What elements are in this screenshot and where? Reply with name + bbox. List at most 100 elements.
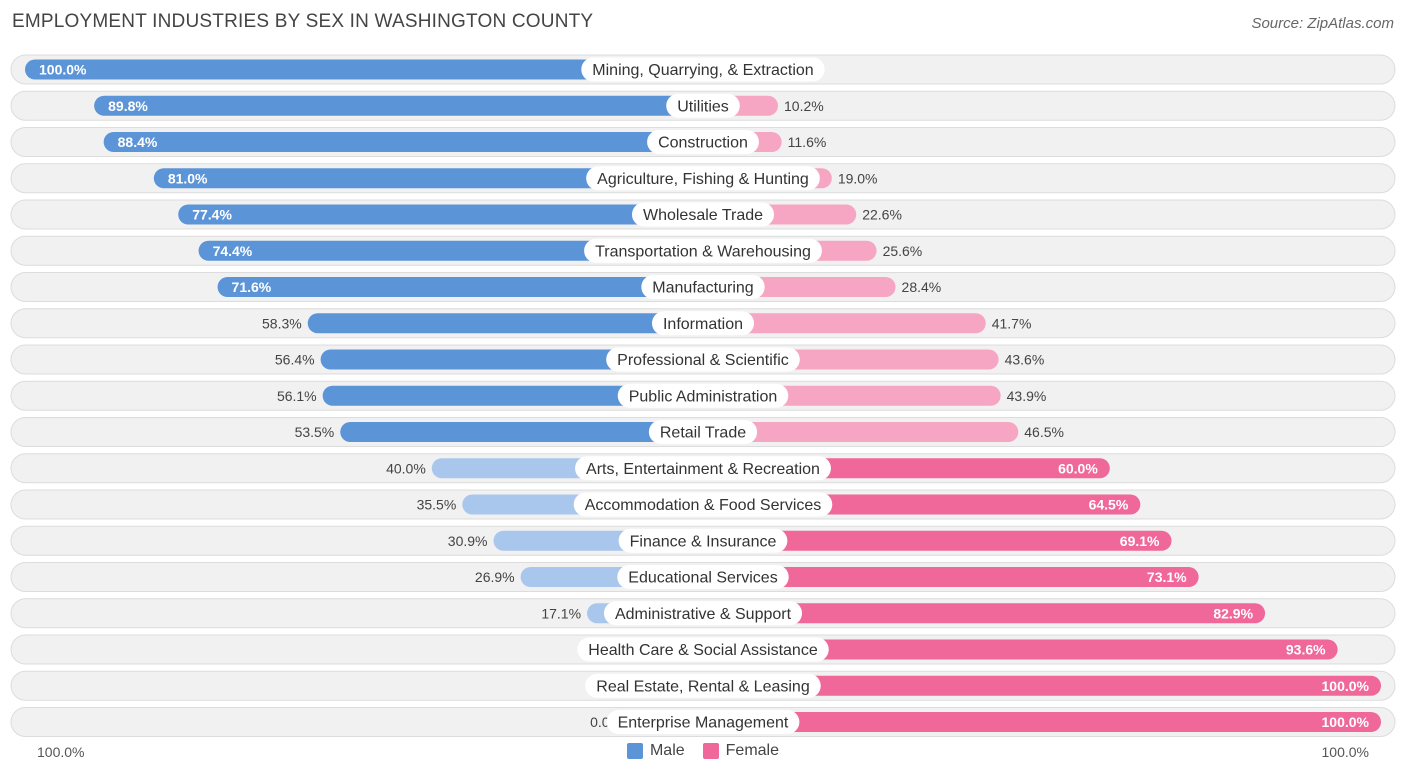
category-label: Public Administration (629, 388, 778, 405)
legend: Male Female (0, 742, 1406, 760)
value-label-female: 11.6% (788, 134, 827, 150)
axis-left-label: 100.0% (37, 744, 85, 760)
chart-row: 0.0%100.0%Real Estate, Rental & Leasing (10, 670, 1396, 701)
value-label-male: 74.4% (213, 243, 253, 259)
category-label-pill (603, 601, 803, 626)
value-label-male: 100.0% (39, 62, 87, 78)
category-label: Utilities (677, 98, 729, 115)
chart-row: 74.4% 25.6% Transportation & Warehousing (10, 235, 1396, 266)
value-label-male: 26.9% (475, 569, 515, 585)
chart-row: 81.0% 19.0% Agriculture, Fishing & Hunting (10, 163, 1396, 194)
chart-row: 26.9% 73.1% Educational Services (10, 562, 1396, 592)
chart-row: 30.9% 69.1% Finance & Insurance (10, 525, 1396, 556)
bar-female (703, 639, 1338, 660)
category-label-pill (606, 347, 800, 372)
chart-title: EMPLOYMENT INDUSTRIES BY SEX IN WASHINGT… (12, 11, 594, 32)
category-label-pill (586, 166, 820, 191)
chart-row: 100.0%0.0%Mining, Quarrying, & Extractio… (10, 54, 1396, 85)
category-label: Retail Trade (660, 425, 746, 442)
value-label-male: 77.4% (192, 207, 232, 223)
value-label-female: 69.1% (1120, 533, 1160, 549)
category-label-pill (631, 202, 775, 227)
category-label: Manufacturing (652, 280, 753, 297)
bar-male (153, 168, 703, 189)
chart-row: 6.4%93.6%Health Care & Social Assistance (10, 634, 1396, 665)
chart-row: 0.0% 100.0%Enterprise Management (10, 707, 1396, 737)
value-label-female: 46.5% (1024, 424, 1064, 440)
axis-right-label: 100.0% (1321, 744, 1369, 760)
value-label-female: 64.5% (1089, 497, 1129, 513)
chart-row: 40.0% 60.0% Arts, Entertainment & Recreati… (10, 453, 1396, 484)
category-label: Real Estate, Rental & Leasing (596, 678, 809, 695)
category-label-pill (581, 57, 825, 82)
bar-male (103, 132, 703, 152)
category-label-pill (617, 565, 789, 589)
category-label: Finance & Insurance (630, 533, 777, 550)
category-label-pill (584, 238, 822, 263)
bar-female (703, 422, 1019, 442)
category-label: Educational Services (628, 570, 777, 587)
value-label-male: 53.5% (295, 424, 335, 440)
value-label-male: 71.6% (232, 279, 272, 295)
value-label-male: 89.8% (108, 98, 148, 114)
value-label-female: 93.6% (1286, 642, 1326, 658)
bar-male (217, 277, 703, 297)
bar-male (307, 313, 703, 334)
value-label-male: 56.1% (277, 388, 317, 404)
category-label: Transportation & Warehousing (595, 243, 811, 260)
bar-male (94, 95, 703, 116)
value-label-female: 10.2% (784, 98, 824, 114)
legend-label-female: Female (725, 742, 780, 759)
chart-row: 71.6% 28.4% Manufacturing (10, 272, 1396, 302)
bar-female (703, 313, 986, 334)
category-label: Mining, Quarrying, & Extraction (592, 62, 813, 79)
bar-male (340, 422, 703, 442)
chart-row: 56.1% 43.9% Public Administration (10, 380, 1396, 411)
value-label-female: 73.1% (1147, 569, 1187, 585)
chart-row: 56.4% 43.6% Professional & Scientific (10, 344, 1396, 375)
category-label-pill (617, 383, 789, 408)
category-label: Accommodation & Food Services (585, 497, 822, 514)
value-label-male: 40.0% (386, 460, 426, 476)
legend-swatch-male (626, 743, 643, 759)
category-label-pill (577, 637, 829, 662)
category-label-pill (648, 420, 758, 444)
bar-female (703, 712, 1381, 732)
category-label: Enterprise Management (618, 715, 789, 732)
value-label-female: 100.0% (1322, 714, 1370, 730)
source-label: Source: ZipAtlas.com (1251, 15, 1394, 32)
value-label-female: 25.6% (883, 243, 923, 259)
bar-male (178, 204, 703, 225)
value-label-male: 17.1% (541, 605, 581, 621)
category-label-pill (666, 93, 740, 118)
value-label-male: 35.5% (417, 497, 457, 513)
value-label-male: 30.9% (448, 533, 488, 549)
bar-female (703, 675, 1381, 696)
category-label-pill (641, 275, 765, 299)
chart-row: 35.5% 64.5% Accommodation & Food Services (10, 489, 1396, 520)
bar-female (703, 530, 1172, 551)
category-label: Agriculture, Fishing & Hunting (597, 171, 809, 188)
legend-item-male: Male (626, 742, 685, 760)
value-label-female: 60.0% (1058, 460, 1098, 476)
category-label: Wholesale Trade (643, 207, 763, 224)
category-label-pill (575, 456, 831, 481)
value-label-male: 88.4% (118, 134, 158, 150)
legend-label-male: Male (649, 742, 685, 759)
category-label: Health Care & Social Assistance (588, 642, 818, 659)
bar-male (198, 240, 703, 261)
value-label-male: 81.0% (168, 170, 208, 186)
category-label-pill (651, 311, 755, 336)
value-label-male: 56.4% (275, 352, 315, 368)
category-label-pill (647, 130, 759, 154)
value-label-female: 43.6% (1005, 352, 1045, 368)
bar-male (322, 385, 703, 406)
value-label-male: 58.3% (262, 315, 302, 331)
chart-row: 58.3% 41.7% Information (10, 308, 1396, 339)
value-label-female: 28.4% (902, 279, 942, 295)
bar-male (25, 59, 703, 80)
chart-row: 88.4% 11.6% Construction (10, 127, 1396, 157)
category-label: Construction (658, 135, 748, 152)
value-label-female: 43.9% (1007, 388, 1047, 404)
category-label-pill (618, 528, 788, 553)
